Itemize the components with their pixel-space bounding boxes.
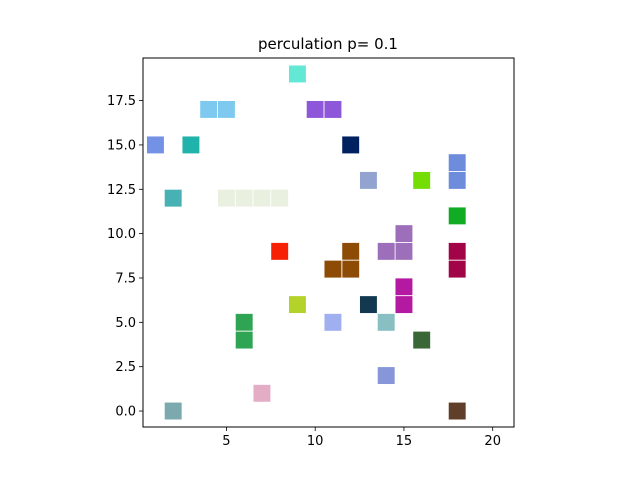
cell-marker-cluster-14-0 [341, 242, 360, 261]
cell-marker-cluster-10-2 [252, 188, 272, 208]
cell-marker-cluster-16-1 [394, 295, 414, 314]
cell-marker-cluster-11-0 [447, 206, 467, 226]
cell-marker-cluster-5-0 [341, 135, 360, 155]
y-tick-label: 7.5 [115, 271, 136, 286]
y-tick-label: 12.5 [107, 183, 136, 198]
cell-marker-cluster-23-0 [376, 366, 396, 385]
cell-marker-cluster-16-0 [394, 277, 414, 297]
cell-marker-cluster-22-0 [412, 330, 431, 350]
cell-marker-cluster-7-0 [359, 171, 378, 190]
cell-marker-cluster-2-1 [323, 100, 343, 119]
cell-marker-cluster-12-0 [394, 224, 414, 243]
cell-marker-cluster-13-0 [270, 242, 289, 261]
cell-marker-cluster-10-0 [217, 188, 236, 208]
y-tick-label: 2.5 [115, 360, 136, 375]
cell-marker-cluster-25-0 [163, 401, 183, 421]
cell-marker-cluster-20-0 [323, 313, 343, 332]
cell-marker-cluster-4-0 [181, 135, 201, 155]
cell-marker-cluster-14-2 [323, 259, 343, 279]
cell-marker-cluster-15-0 [447, 242, 467, 261]
y-tick-label: 15.0 [107, 138, 136, 153]
cell-marker-cluster-14-1 [341, 259, 360, 279]
chart-title: perculation p= 0.1 [258, 35, 398, 53]
x-tick-label: 20 [484, 434, 501, 449]
cell-marker-cluster-17-0 [288, 295, 307, 314]
y-tick-label: 0.0 [115, 405, 136, 420]
cell-marker-cluster-12-1 [394, 242, 414, 261]
y-tick-label: 10.0 [107, 227, 136, 242]
x-axis: 5 10 15 20 [222, 427, 501, 449]
cell-marker-cluster-6-1 [447, 171, 467, 190]
cell-marker-cluster-19-1 [234, 330, 254, 350]
cell-marker-cluster-8-0 [412, 171, 431, 190]
y-tick-label: 5.0 [115, 316, 136, 331]
y-axis: 0.0 2.5 5.0 7.5 10.0 12.5 15.0 17.5 [107, 94, 143, 420]
cell-marker-cluster-15-1 [447, 259, 467, 279]
cell-marker-cluster-1-0 [199, 100, 218, 119]
y-tick-label: 17.5 [107, 94, 136, 109]
cell-marker-cluster-26-0 [447, 401, 467, 421]
cell-marker-cluster-3-0 [146, 135, 165, 155]
cell-marker-cluster-1-1 [217, 100, 236, 119]
x-tick-label: 5 [222, 434, 230, 449]
cell-marker-cluster-24-0 [252, 384, 272, 403]
cell-marker-cluster-12-2 [376, 242, 396, 261]
cell-marker-cluster-2-0 [305, 100, 325, 119]
cell-marker-cluster-10-1 [234, 188, 254, 208]
x-tick-label: 10 [307, 434, 324, 449]
cell-marker-cluster-9-0 [163, 188, 183, 208]
cell-marker-cluster-10-3 [270, 188, 289, 208]
cell-marker-cluster-6-0 [447, 153, 467, 172]
x-tick-label: 15 [396, 434, 413, 449]
cell-marker-cluster-18-0 [359, 295, 378, 314]
cell-marker-cluster-0-0 [288, 64, 307, 84]
cells-layer [146, 64, 467, 421]
cell-marker-cluster-21-0 [376, 313, 396, 332]
plot-area-frame [142, 57, 515, 428]
cell-marker-cluster-19-0 [234, 313, 254, 332]
